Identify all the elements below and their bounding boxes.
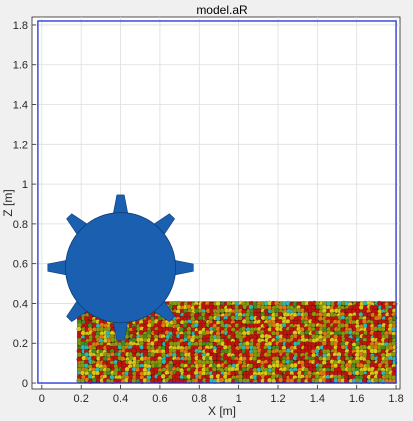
particle <box>135 352 141 358</box>
particle <box>131 348 137 354</box>
particle <box>343 322 350 329</box>
y-tick-label: 0.6 <box>13 259 28 271</box>
particle <box>282 304 288 310</box>
particle <box>347 370 353 376</box>
particle <box>142 319 148 325</box>
particle <box>263 322 269 328</box>
particle <box>131 378 137 384</box>
x-tick-label: 0.6 <box>152 393 167 405</box>
y-tick-label: 0.8 <box>13 219 28 231</box>
particle <box>314 348 320 354</box>
chart-title: model.aR <box>196 3 248 17</box>
particle <box>80 330 86 336</box>
particle <box>358 362 364 369</box>
particle <box>373 377 379 383</box>
particle <box>380 326 386 332</box>
domain-boundary <box>37 20 397 384</box>
y-tick-label: 0 <box>22 378 28 390</box>
x-tick-label: 1.8 <box>388 393 403 405</box>
particle <box>277 311 283 317</box>
particle <box>138 329 144 336</box>
particle <box>215 316 221 322</box>
particle <box>160 373 166 379</box>
particle <box>274 307 280 314</box>
particle <box>372 348 378 354</box>
particle <box>373 326 379 332</box>
particle <box>76 326 82 332</box>
bucket-wheel <box>47 194 194 341</box>
particle <box>160 322 166 328</box>
particle <box>164 370 170 376</box>
particle <box>333 363 339 369</box>
particle <box>296 356 302 362</box>
particle <box>241 326 247 332</box>
particle <box>80 378 86 384</box>
particle <box>376 300 382 306</box>
particle <box>201 323 207 329</box>
particle <box>186 330 192 336</box>
particle <box>161 359 167 365</box>
x-axis-ticks: 0 0.2 0.4 0.6 0.8 1 1.2 1.4 1.6 1.8 <box>39 385 404 405</box>
particle <box>362 366 368 372</box>
particle <box>278 377 284 383</box>
x-tick-label: 0.2 <box>74 393 89 405</box>
particle <box>91 377 97 383</box>
particle <box>391 351 397 357</box>
particle <box>211 355 218 361</box>
particle <box>230 370 236 376</box>
particle <box>209 337 215 343</box>
particle <box>193 322 199 328</box>
particle <box>310 322 316 328</box>
y-tick-label: 1.2 <box>13 139 28 151</box>
particle <box>219 377 225 383</box>
particle <box>193 377 199 384</box>
x-tick-label: 0.4 <box>113 393 128 405</box>
y-axis-label: Z [m] <box>1 189 15 216</box>
particle <box>259 333 265 339</box>
particle <box>292 362 298 368</box>
particle <box>109 374 115 380</box>
y-tick-label: 1.4 <box>13 100 28 112</box>
particle <box>347 344 353 350</box>
particle <box>255 308 261 314</box>
particle <box>325 355 331 361</box>
particle <box>289 315 295 321</box>
particle <box>296 377 302 384</box>
particle <box>219 308 225 314</box>
plot-content <box>47 194 398 384</box>
wheel-body <box>65 212 177 324</box>
particle <box>245 359 251 365</box>
particle <box>157 326 163 333</box>
x-tick-label: 1.6 <box>349 393 364 405</box>
y-tick-label: 0.2 <box>13 338 28 350</box>
y-tick-label: 0.4 <box>13 298 28 310</box>
particle <box>77 352 83 358</box>
particle <box>208 315 214 321</box>
x-axis-label: X [m] <box>208 404 236 418</box>
y-tick-label: 1 <box>22 179 28 191</box>
y-tick-label: 1.8 <box>13 20 28 32</box>
particle <box>99 326 105 332</box>
particle <box>153 329 159 335</box>
x-tick-label: 0 <box>39 393 45 405</box>
particle <box>267 377 273 383</box>
particle <box>238 377 244 383</box>
particle <box>318 329 324 336</box>
particle <box>179 333 185 339</box>
x-tick-label: 0.8 <box>192 393 207 405</box>
particle <box>387 359 393 365</box>
particle <box>292 307 298 313</box>
particle-bed <box>76 300 398 384</box>
x-tick-label: 1 <box>236 393 242 405</box>
particle <box>361 378 368 384</box>
particle <box>362 344 368 350</box>
y-axis-ticks: 0 0.2 0.4 0.6 0.8 1 1.2 1.4 1.6 1.8 <box>13 20 36 390</box>
x-tick-label: 1.2 <box>270 393 285 405</box>
particle <box>113 370 119 376</box>
particle <box>343 378 350 384</box>
particle <box>186 304 192 310</box>
y-tick-label: 1.6 <box>13 60 28 72</box>
x-tick-label: 1.4 <box>310 393 325 405</box>
